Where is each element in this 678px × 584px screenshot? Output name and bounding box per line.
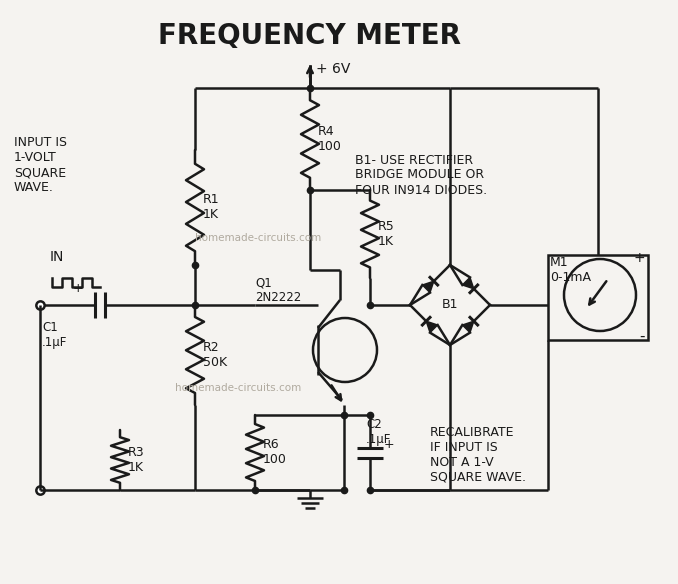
Polygon shape [462, 277, 474, 289]
Text: INPUT IS
1-VOLT
SQUARE
WAVE.: INPUT IS 1-VOLT SQUARE WAVE. [14, 136, 67, 194]
Text: +: + [633, 251, 645, 265]
Text: M1
0-1mA: M1 0-1mA [550, 256, 591, 284]
Polygon shape [426, 321, 437, 333]
Text: homemade-circuits.com: homemade-circuits.com [175, 383, 301, 393]
Text: R3
1K: R3 1K [128, 446, 144, 474]
Text: R5
1K: R5 1K [378, 220, 395, 248]
Text: C2
.1μF: C2 .1μF [366, 418, 391, 446]
Text: RECALIBRATE
IF INPUT IS
NOT A 1-V
SQUARE WAVE.: RECALIBRATE IF INPUT IS NOT A 1-V SQUARE… [430, 426, 526, 484]
Text: homemade-circuits.com: homemade-circuits.com [195, 233, 321, 243]
Text: + 6V: + 6V [316, 62, 351, 76]
Text: B1: B1 [442, 298, 458, 311]
Bar [548, 255, 648, 340]
Polygon shape [462, 321, 474, 333]
Text: IN: IN [50, 250, 64, 264]
Text: B1- USE RECTIFIER
BRIDGE MODULE OR
FOUR IN914 DIODES.: B1- USE RECTIFIER BRIDGE MODULE OR FOUR … [355, 154, 487, 196]
Text: C1
.1μF: C1 .1μF [42, 321, 67, 349]
Text: -: - [639, 329, 645, 344]
Text: Q1
2N2222: Q1 2N2222 [255, 276, 301, 304]
Text: FREQUENCY METER: FREQUENCY METER [159, 22, 462, 50]
Text: R1
1K: R1 1K [203, 193, 220, 221]
Text: R6
100: R6 100 [263, 438, 287, 466]
Text: R2
50K: R2 50K [203, 341, 227, 369]
Text: +: + [384, 439, 395, 451]
Polygon shape [422, 281, 434, 293]
Text: +: + [73, 283, 83, 296]
Text: R4
100: R4 100 [318, 125, 342, 153]
